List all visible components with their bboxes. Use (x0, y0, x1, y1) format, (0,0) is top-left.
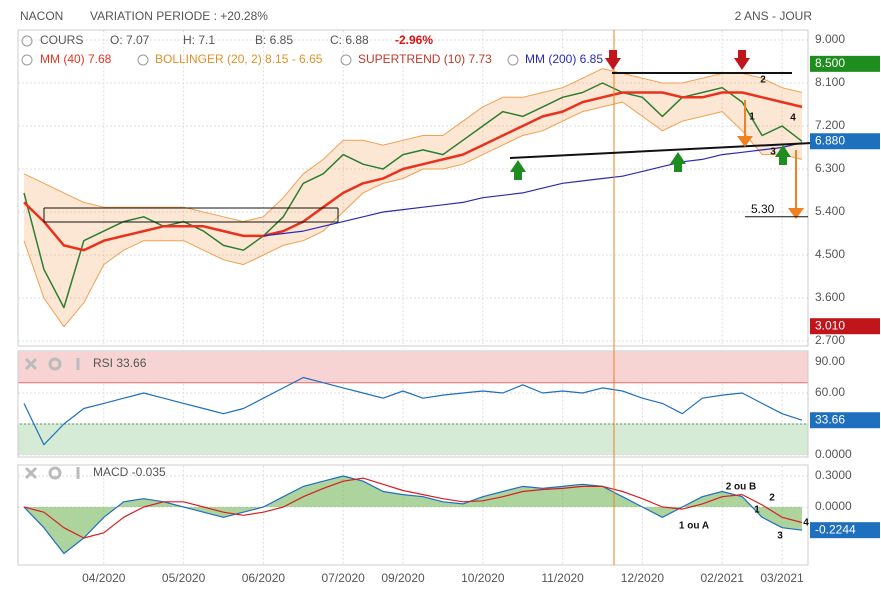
ohlc: B: 6.85 (255, 33, 293, 47)
panel-icons[interactable] (24, 357, 80, 480)
arrow (737, 136, 753, 147)
legend-mm200: MM (200) 6.85 (525, 52, 603, 66)
annotation: 3 (777, 531, 783, 542)
icon[interactable] (137, 54, 149, 66)
x-tick-label: 11/2020 (541, 571, 584, 585)
bollinger-fill (24, 68, 802, 327)
chart-layers (18, 30, 808, 564)
annotation: 4 (790, 113, 796, 124)
y-tick-label: 0.0000 (815, 447, 852, 461)
value-tag (810, 318, 880, 335)
annotation: 2 (769, 493, 775, 504)
value-tag (810, 522, 880, 539)
legend-price: COURS (40, 33, 83, 47)
y-tick-label: 4.500 (815, 247, 845, 261)
variation: VARIATION PERIODE : +20.28% (90, 9, 268, 23)
bollinger-upper (23, 68, 803, 223)
x-tick-label: 04/2020 (82, 571, 126, 585)
annotation: 1 ou A (679, 521, 709, 532)
annotation: 3 (770, 147, 776, 158)
value-tag-label: 33.66 (815, 412, 845, 426)
legend-mm40: MM (40) 7.68 (40, 52, 112, 66)
trend-line (509, 142, 813, 159)
ohlc: C: 6.88 (330, 33, 369, 47)
period: 2 ANS - JOUR (735, 9, 813, 23)
x-tick-label: 03/2021 (760, 571, 804, 585)
ohlc: O: 7.07 (110, 33, 150, 47)
rsi-title: RSI 33.66 (93, 356, 147, 370)
symbol: NACON (20, 9, 63, 23)
x-tick-label: 10/2020 (461, 571, 505, 585)
x-tick-label: 12/2020 (621, 571, 665, 585)
series-line (23, 91, 803, 252)
value-tag-label: 8.500 (815, 56, 845, 70)
x-tick-label: 06/2020 (242, 571, 286, 585)
drawings (43, 30, 813, 565)
macd-panel (17, 464, 809, 566)
y-tick-label: 6.300 (815, 161, 845, 175)
band (18, 351, 808, 383)
arrow (605, 50, 621, 70)
y-tick-label: 8.100 (815, 75, 845, 89)
series-line (23, 477, 803, 539)
annotation: 2 (760, 75, 766, 86)
annotation: 1 (754, 505, 760, 516)
overlay: 04/2020 05/2020 06/2020 07/2020 09/2020 10/20… (82, 32, 880, 585)
level-label: 5.30 (751, 202, 775, 216)
value-tag-label: 6.880 (815, 133, 845, 147)
legend-bollinger: BOLLINGER (20, 2) 8.15 - 6.65 (155, 52, 323, 66)
bollinger-lower (23, 101, 803, 328)
rsi-panel (17, 350, 809, 458)
value-tag (810, 133, 880, 150)
icon[interactable] (507, 54, 519, 66)
y-tick-label: 7.200 (815, 118, 845, 132)
ohlc: H: 7.1 (183, 33, 215, 47)
change: -2.96% (395, 33, 433, 47)
annotation: 1 (749, 112, 755, 123)
x-tick-label: 09/2020 (381, 571, 425, 585)
y-tick-label: 0.0000 (815, 499, 852, 513)
price-panel (17, 29, 809, 347)
arrow (670, 152, 686, 172)
y-tick-label: 9.000 (815, 32, 845, 46)
y-tick-label: 90.00 (815, 354, 845, 368)
annotation: 2 ou B (726, 482, 757, 493)
icon[interactable] (21, 35, 33, 47)
value-tag-label: 3.010 (815, 318, 845, 332)
macd-area (24, 476, 802, 554)
value-tag (810, 55, 880, 72)
y-tick-label: 60.00 (815, 385, 845, 399)
x-tick-label: 05/2020 (162, 571, 206, 585)
macd-title: MACD -0.035 (93, 465, 166, 479)
arrow (788, 208, 804, 219)
legend-supertrend: SUPERTREND (10) 7.73 (358, 52, 492, 66)
series-line (263, 142, 803, 237)
y-tick-label: 5.400 (815, 204, 845, 218)
y-tick-label: 3.600 (815, 290, 845, 304)
arrow (734, 50, 750, 70)
band (18, 424, 808, 455)
y-tick-label: 2.700 (815, 333, 845, 347)
icon[interactable] (340, 54, 352, 66)
annotation: 4 (803, 518, 809, 529)
arrow (510, 160, 526, 180)
arrow (775, 145, 791, 165)
value-tag-label: -0.2244 (815, 522, 856, 536)
x-tick-label: 02/2021 (701, 571, 745, 585)
series-line (23, 376, 803, 446)
series-line (23, 475, 803, 555)
y-tick-label: 0.3000 (815, 468, 852, 482)
value-tag (810, 412, 880, 429)
x-tick-label: 07/2020 (321, 571, 365, 585)
icon[interactable] (21, 54, 33, 66)
